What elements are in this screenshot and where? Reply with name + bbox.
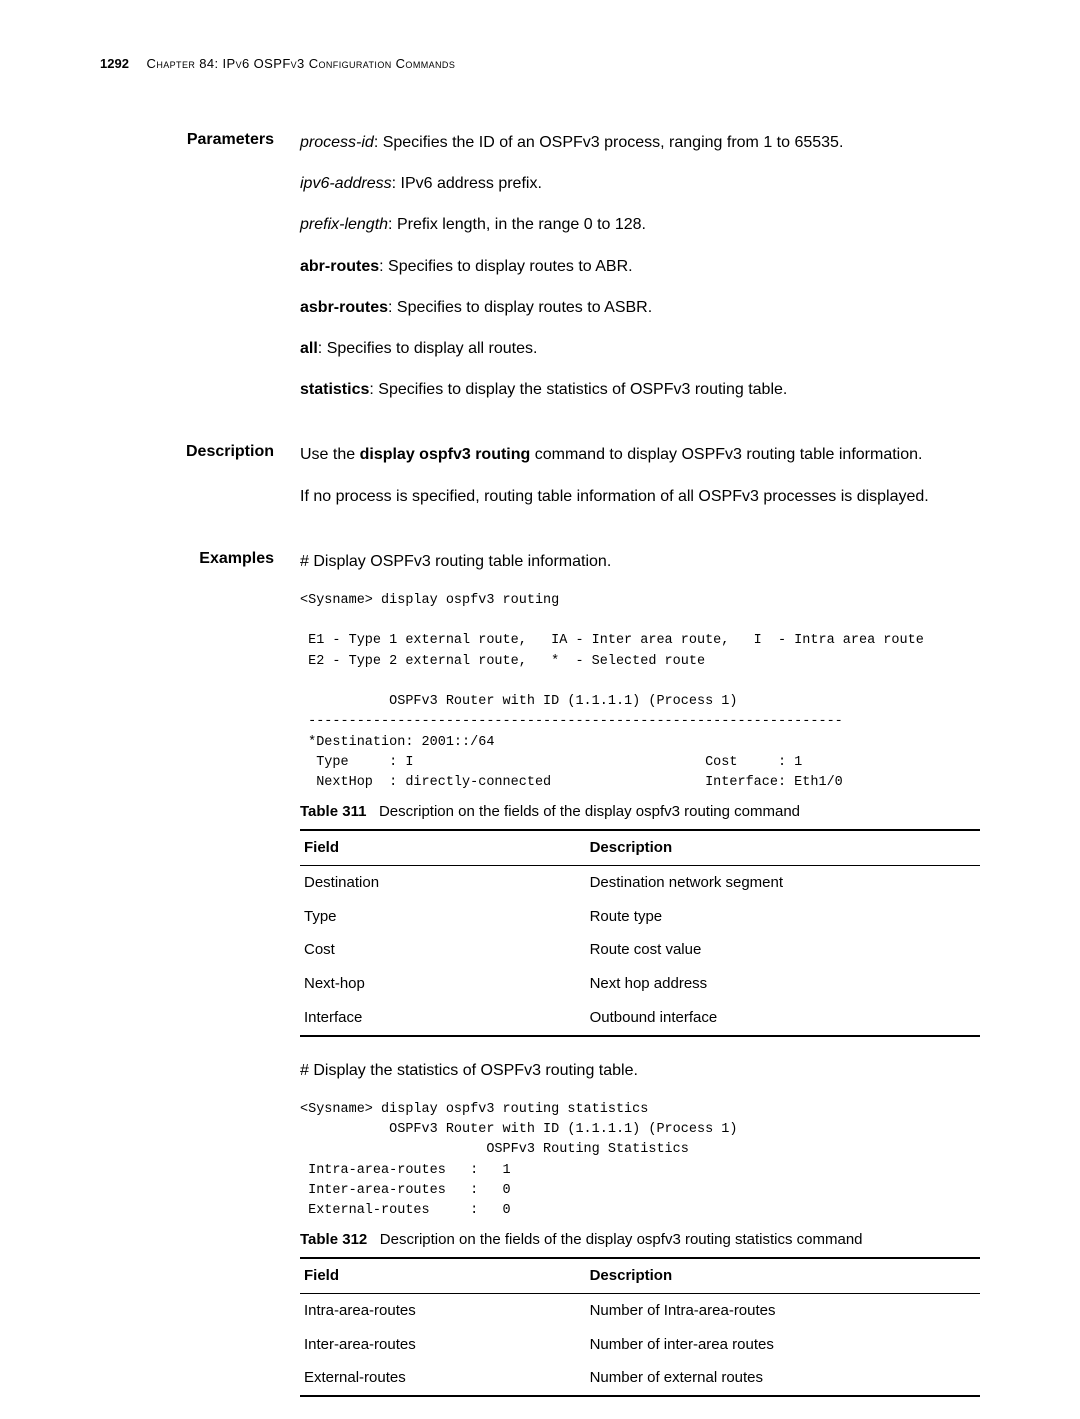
- param-term: all: [300, 340, 318, 357]
- table-row: Next-hopNext hop address: [300, 967, 980, 1001]
- param-item: abr-routes: Specifies to display routes …: [300, 255, 980, 278]
- table-row: Inter-area-routesNumber of inter-area ro…: [300, 1328, 980, 1362]
- table-312-label: Table 312: [300, 1231, 367, 1248]
- page-number: 1292: [100, 56, 129, 71]
- cell-field: Intra-area-routes: [300, 1293, 586, 1327]
- param-desc: : Specifies to display routes to ABR.: [379, 258, 632, 275]
- table-header-row: Field Description: [300, 1258, 980, 1293]
- examples-section: Examples # Display OSPFv3 routing table …: [100, 550, 980, 1419]
- chapter-title: Chapter 84: IPv6 OSPFv3 Configuration Co…: [147, 56, 456, 71]
- param-term: statistics: [300, 381, 369, 398]
- parameters-section: Parameters process-id: Specifies the ID …: [100, 131, 980, 419]
- cell-field: Destination: [300, 865, 586, 899]
- param-term: process-id: [300, 134, 374, 151]
- cell-desc: Outbound interface: [586, 1001, 980, 1036]
- page-header: 1292 Chapter 84: IPv6 OSPFv3 Configurati…: [100, 56, 980, 71]
- cell-desc: Route cost value: [586, 933, 980, 967]
- table-row: Intra-area-routesNumber of Intra-area-ro…: [300, 1293, 980, 1327]
- cell-desc: Next hop address: [586, 967, 980, 1001]
- table-row: InterfaceOutbound interface: [300, 1001, 980, 1036]
- table-312-text: Description on the fields of the display…: [380, 1231, 863, 1248]
- table-312: Field Description Intra-area-routesNumbe…: [300, 1257, 980, 1397]
- param-item: statistics: Specifies to display the sta…: [300, 378, 980, 401]
- cell-field: Interface: [300, 1001, 586, 1036]
- param-item: all: Specifies to display all routes.: [300, 337, 980, 360]
- table-row: TypeRoute type: [300, 900, 980, 934]
- table-311-label: Table 311: [300, 803, 366, 820]
- table-311-caption: Table 311 Description on the fields of t…: [300, 801, 980, 823]
- param-item: prefix-length: Prefix length, in the ran…: [300, 213, 980, 236]
- example-intro-2: # Display the statistics of OSPFv3 routi…: [300, 1059, 980, 1082]
- description-para1: Use the display ospfv3 routing command t…: [300, 443, 980, 466]
- description-para2: If no process is specified, routing tabl…: [300, 485, 980, 508]
- param-term: asbr-routes: [300, 299, 388, 316]
- examples-label: Examples: [100, 550, 300, 1419]
- parameters-label: Parameters: [100, 131, 300, 419]
- desc-post: command to display OSPFv3 routing table …: [530, 446, 922, 463]
- table-col-field: Field: [300, 830, 586, 865]
- param-item: ipv6-address: IPv6 address prefix.: [300, 172, 980, 195]
- code-block-1: <Sysname> display ospfv3 routing E1 - Ty…: [300, 591, 980, 794]
- cell-desc: Number of inter-area routes: [586, 1328, 980, 1362]
- table-col-field: Field: [300, 1258, 586, 1293]
- table-col-description: Description: [586, 1258, 980, 1293]
- table-header-row: Field Description: [300, 830, 980, 865]
- table-row: External-routesNumber of external routes: [300, 1361, 980, 1396]
- cell-desc: Number of Intra-area-routes: [586, 1293, 980, 1327]
- cell-field: Type: [300, 900, 586, 934]
- param-desc: : Specifies to display routes to ASBR.: [388, 299, 652, 316]
- param-desc: : Specifies the ID of an OSPFv3 process,…: [374, 134, 844, 151]
- cell-desc: Number of external routes: [586, 1361, 980, 1396]
- cell-desc: Destination network segment: [586, 865, 980, 899]
- desc-cmd: display ospfv3 routing: [360, 446, 531, 463]
- examples-body: # Display OSPFv3 routing table informati…: [300, 550, 980, 1419]
- param-desc: : Specifies to display the statistics of…: [369, 381, 787, 398]
- param-desc: : IPv6 address prefix.: [392, 175, 542, 192]
- example-intro-1: # Display OSPFv3 routing table informati…: [300, 550, 980, 573]
- param-term: prefix-length: [300, 216, 388, 233]
- param-term: abr-routes: [300, 258, 379, 275]
- description-label: Description: [100, 443, 300, 525]
- table-312-caption: Table 312 Description on the fields of t…: [300, 1229, 980, 1251]
- desc-pre: Use the: [300, 446, 360, 463]
- table-311: Field Description DestinationDestination…: [300, 829, 980, 1037]
- param-item: process-id: Specifies the ID of an OSPFv…: [300, 131, 980, 154]
- param-term: ipv6-address: [300, 175, 392, 192]
- cell-desc: Route type: [586, 900, 980, 934]
- parameters-body: process-id: Specifies the ID of an OSPFv…: [300, 131, 980, 419]
- description-body: Use the display ospfv3 routing command t…: [300, 443, 980, 525]
- table-row: CostRoute cost value: [300, 933, 980, 967]
- code-block-2: <Sysname> display ospfv3 routing statist…: [300, 1100, 980, 1222]
- cell-field: External-routes: [300, 1361, 586, 1396]
- param-desc: : Specifies to display all routes.: [318, 340, 538, 357]
- cell-field: Cost: [300, 933, 586, 967]
- cell-field: Inter-area-routes: [300, 1328, 586, 1362]
- description-section: Description Use the display ospfv3 routi…: [100, 443, 980, 525]
- param-desc: : Prefix length, in the range 0 to 128.: [388, 216, 646, 233]
- param-item: asbr-routes: Specifies to display routes…: [300, 296, 980, 319]
- table-row: DestinationDestination network segment: [300, 865, 980, 899]
- table-col-description: Description: [586, 830, 980, 865]
- table-311-text: Description on the fields of the display…: [379, 803, 800, 820]
- cell-field: Next-hop: [300, 967, 586, 1001]
